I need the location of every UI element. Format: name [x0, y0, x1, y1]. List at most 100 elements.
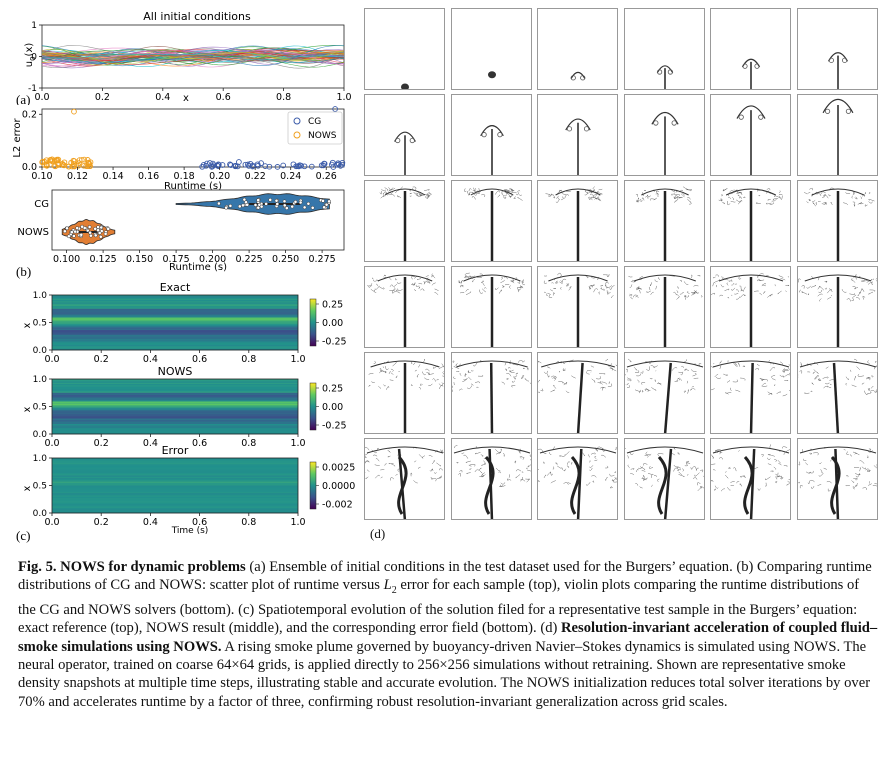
plume-filament	[368, 284, 373, 288]
plume-filament	[564, 451, 570, 456]
plume-filament	[641, 389, 644, 393]
plume-filament	[465, 472, 471, 475]
plume-vortex	[758, 114, 764, 120]
plume-filament	[628, 293, 630, 297]
plume-filament	[755, 202, 761, 204]
colorbar-tick-label: -0.002	[322, 500, 353, 511]
violin-sample-point	[96, 225, 100, 229]
heatmap-row	[52, 427, 298, 430]
smoke-density-plot	[367, 273, 439, 347]
plume-cap	[453, 446, 530, 454]
plume-filament	[513, 196, 516, 199]
plume-filament	[600, 284, 603, 287]
plume-filament	[655, 193, 658, 196]
plume-filament	[629, 294, 632, 297]
plume-filament	[713, 469, 716, 471]
plume-filament	[653, 197, 657, 201]
plume-filament	[502, 196, 506, 199]
plume-filament	[685, 189, 692, 192]
violin-sample-point	[224, 205, 228, 210]
plume-filament	[762, 385, 768, 387]
plume-filament	[732, 379, 739, 383]
plume-filament	[372, 279, 378, 282]
caption-l2: L	[383, 577, 392, 594]
heatmap-title: Exact	[160, 281, 191, 294]
plume-filament	[777, 472, 781, 477]
plume-filament	[673, 447, 675, 450]
plume-filament	[563, 382, 568, 386]
plume-filament	[519, 479, 525, 482]
plume-filament	[633, 366, 637, 371]
plume-vortex	[824, 108, 830, 114]
plume-filament	[467, 370, 471, 373]
plume-filament	[439, 468, 444, 471]
plume-filament	[378, 386, 382, 389]
plume-filament	[867, 281, 873, 285]
plume-filament	[719, 360, 723, 364]
plume-filament	[442, 375, 444, 377]
plume-filament	[785, 284, 790, 286]
plume-filament	[431, 273, 434, 276]
plume-filament	[768, 453, 771, 456]
plume-filament	[393, 288, 398, 293]
plume-filament	[543, 280, 547, 284]
x-tick-label: 0.275	[308, 254, 335, 265]
plume-filament	[673, 196, 677, 200]
plume-filament	[858, 467, 861, 472]
plume-filament	[384, 370, 387, 373]
plume-filament	[711, 292, 716, 295]
cg-point	[280, 162, 287, 169]
plume-filament	[436, 378, 439, 381]
plume-filament	[818, 472, 824, 477]
heatmap-row	[52, 470, 298, 473]
x-ticks: 0.10 0.12 0.14 0.16 0.18 0.20 0.22 0.24 0.26	[31, 167, 337, 182]
violin-sample-point	[322, 205, 326, 210]
smoke-snapshot	[710, 352, 791, 434]
plume-filament	[521, 360, 525, 363]
plume-filament	[410, 384, 413, 386]
plume-filament	[600, 288, 605, 291]
plume-filament	[814, 202, 817, 206]
plume-filament	[540, 388, 544, 392]
plume-filament	[785, 449, 790, 453]
plume-filament	[383, 274, 386, 277]
heatmap-row	[52, 485, 298, 488]
plume-filament	[381, 189, 386, 192]
plume-filament	[496, 194, 500, 198]
plume-filament	[842, 202, 848, 206]
plume-filament	[511, 278, 514, 282]
plume-filament	[538, 391, 540, 393]
y-tick-label: 0.5	[33, 319, 47, 329]
plume-filament	[690, 369, 697, 372]
plume-filament	[412, 186, 417, 191]
plume-filament	[589, 465, 594, 468]
plume-filament	[674, 196, 678, 199]
legend-nows-label: NOWS	[308, 131, 337, 141]
plume-filament	[609, 286, 613, 290]
plume-filament	[517, 448, 520, 453]
plume-filament	[459, 284, 462, 288]
plume-blob	[487, 71, 496, 79]
plume-filament	[627, 358, 632, 363]
plume-filament	[767, 457, 771, 460]
plume-filament	[866, 360, 870, 364]
plume-filament	[547, 292, 551, 295]
plume-filament	[727, 392, 732, 395]
plume-filament	[470, 370, 473, 372]
plume-filament	[556, 195, 559, 199]
plume-filament	[469, 467, 472, 471]
plume-filament	[414, 369, 417, 372]
plume-filament	[589, 197, 592, 201]
chart-title: All initial conditions	[143, 10, 251, 23]
heatmap-row	[52, 498, 298, 500]
plume-filament	[672, 467, 678, 472]
plume-filament	[382, 366, 384, 368]
violin-sample-point	[242, 197, 247, 202]
smoke-density-plot	[479, 125, 504, 175]
plume-filament	[612, 480, 617, 483]
plume-filament	[388, 277, 392, 281]
plume-filament	[380, 469, 385, 471]
plume-filament	[480, 464, 485, 466]
plume-filament	[514, 277, 517, 281]
plume-filament	[654, 279, 658, 283]
